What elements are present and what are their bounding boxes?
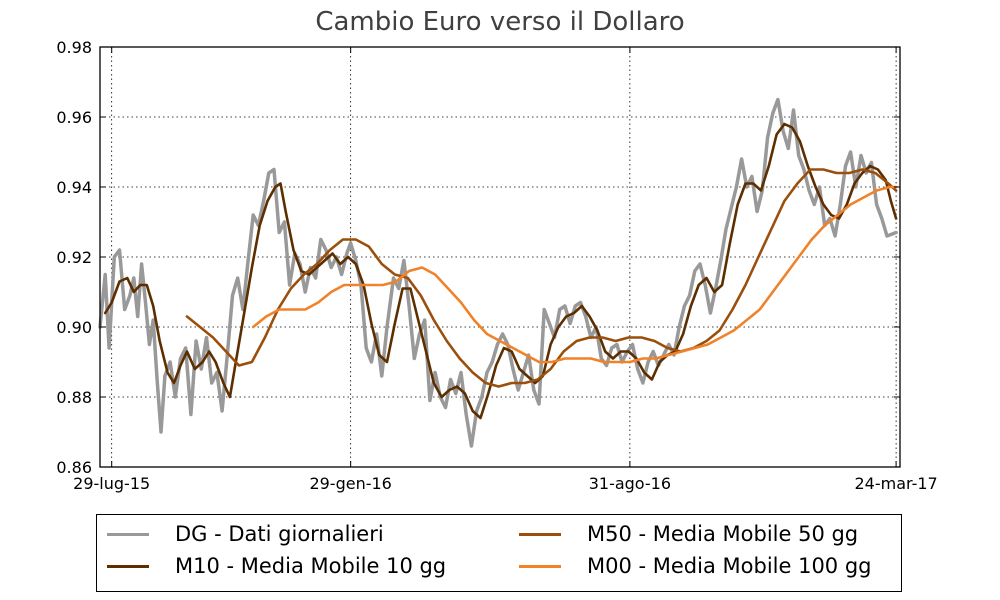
legend-label-m10: M10 - Media Mobile 10 gg [175, 554, 447, 578]
series-line-dg [98, 97, 898, 448]
series-line-m50 [185, 168, 898, 388]
series-line-m10 [103, 122, 898, 420]
legend-label-dg: DG - Dati giornalieri [175, 522, 384, 546]
y-tick-label: 0.86 [56, 458, 92, 477]
x-tick-label: 24-mar-17 [854, 474, 937, 493]
legend-label-m00: M00 - Media Mobile 100 gg [587, 554, 872, 578]
legend-item-dg: DG - Dati giornalieri [107, 521, 384, 547]
legend-item-m50: M50 - Media Mobile 50 gg [519, 521, 858, 547]
y-tick-label: 0.98 [56, 38, 92, 57]
series-layer [98, 97, 898, 448]
legend-item-m00: M00 - Media Mobile 100 gg [519, 553, 872, 579]
legend: DG - Dati giornalieri M10 - Media Mobile… [96, 514, 902, 592]
legend-swatch-dg [107, 532, 149, 536]
y-tick-label: 0.88 [56, 388, 92, 407]
y-tick-label: 0.96 [56, 108, 92, 127]
legend-swatch-m50 [519, 532, 561, 536]
x-tick-label: 29-gen-16 [309, 474, 391, 493]
x-tick-label: 31-ago-16 [589, 474, 671, 493]
y-tick-label: 0.90 [56, 318, 92, 337]
x-tick-label: 29-lug-15 [73, 474, 150, 493]
axis-ticks: 0.86 0.88 0.90 0.92 0.94 0.96 0.98 29-lug-15 29-… [56, 38, 937, 493]
y-tick-label: 0.94 [56, 178, 92, 197]
legend-swatch-m00 [519, 564, 561, 568]
legend-item-m10: M10 - Media Mobile 10 gg [107, 553, 446, 579]
chart-title: Cambio Euro verso il Dollaro [315, 7, 684, 37]
y-tick-label: 0.92 [56, 248, 92, 267]
legend-label-m50: M50 - Media Mobile 50 gg [587, 522, 859, 546]
series-line-m00 [251, 185, 898, 364]
legend-swatch-m10 [107, 564, 149, 568]
